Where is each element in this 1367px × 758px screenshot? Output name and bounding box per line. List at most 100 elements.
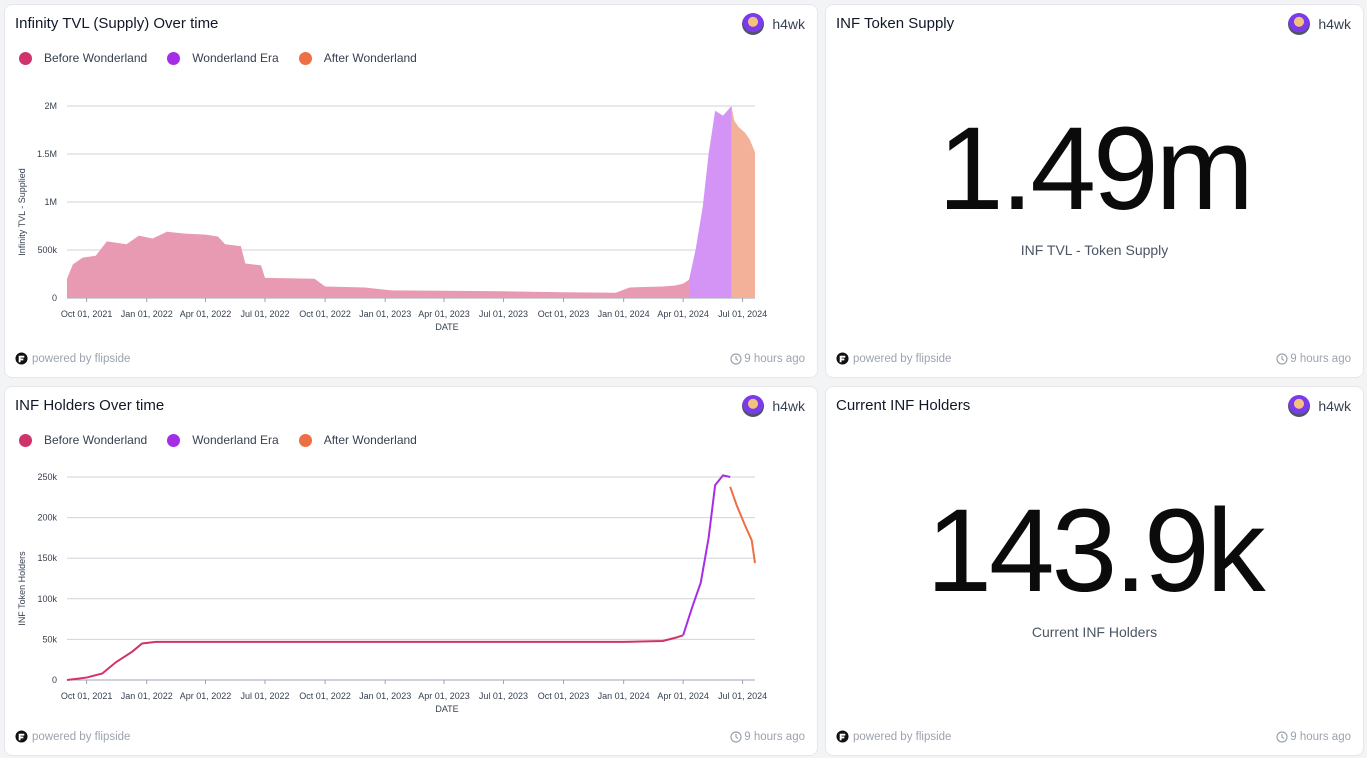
card-title[interactable]: INF Token Supply (836, 15, 955, 32)
legend-dot-icon (298, 51, 312, 65)
powered-by[interactable]: powered by flipside (15, 730, 130, 743)
legend-label: Before Wonderland (44, 51, 148, 65)
y-tick-label: 500k (37, 245, 57, 255)
line-series-before-wonderland[interactable] (66, 634, 684, 681)
powered-by-text: powered by flipside (32, 730, 131, 743)
x-tick-label: Oct 01, 2023 (538, 691, 590, 701)
x-tick-label: Apr 01, 2022 (180, 691, 232, 701)
y-tick-label: 1M (44, 197, 57, 207)
powered-by-text: powered by flipside (32, 352, 131, 365)
updated-text: 9 hours ago (744, 731, 805, 743)
big-number-value: 143.9k (926, 485, 1265, 617)
avatar-icon (1288, 13, 1311, 35)
legend-item-before[interactable]: Before Wonderland (19, 433, 147, 447)
x-tick-label: Oct 01, 2022 (299, 309, 351, 319)
y-tick-label: 0 (52, 675, 57, 685)
refresh-clock-icon (730, 731, 742, 743)
author[interactable]: h4wk (742, 395, 805, 417)
line-series-wonderland-era[interactable] (682, 474, 731, 636)
x-tick-label: Apr 01, 2024 (657, 691, 709, 701)
card-title[interactable]: Infinity TVL (Supply) Over time (15, 15, 219, 32)
big-number-label: INF TVL - Token Supply (1020, 242, 1169, 258)
x-tick-label: Apr 01, 2022 (180, 309, 232, 319)
updated-text: 9 hours ago (744, 353, 805, 365)
card-title[interactable]: INF Holders Over time (15, 397, 165, 414)
legend-dot-icon (19, 51, 32, 65)
y-tick-label: 250k (37, 472, 57, 482)
avatar-icon (742, 395, 765, 417)
x-tick-label: Jan 01, 2024 (598, 309, 650, 319)
last-updated: 9 hours ago (1276, 353, 1351, 365)
legend-label: After Wonderland (323, 433, 417, 447)
legend-label: After Wonderland (323, 51, 417, 65)
refresh-clock-icon (1276, 731, 1288, 743)
author[interactable]: h4wk (1288, 395, 1351, 417)
holders-line-chart[interactable]: 0 50k 100k 150k 200k 250k Oct 01, 2021 Jan 01, … (5, 387, 819, 727)
x-tick-label: Jan 01, 2023 (359, 309, 411, 319)
author-name: h4wk (1318, 16, 1351, 32)
x-tick-label: Jan 01, 2022 (121, 691, 173, 701)
legend-dot-icon (167, 51, 181, 65)
legend-dot-icon (298, 433, 312, 447)
x-axis-title: DATE (435, 704, 458, 714)
x-axis-title: DATE (435, 322, 458, 332)
current-holders-card: Current INF Holders h4wk 143.9k Current … (825, 386, 1364, 756)
y-axis-title: INF Token Holders (17, 551, 27, 626)
legend-item-wonderland[interactable]: Wonderland Era (167, 433, 279, 447)
x-tick-label: Jan 01, 2024 (598, 691, 650, 701)
last-updated: 9 hours ago (730, 353, 805, 365)
y-tick-label: 200k (37, 513, 57, 523)
legend-label: Wonderland Era (192, 433, 279, 447)
y-tick-label: 100k (37, 594, 57, 604)
tvl-chart-card: Infinity TVL (Supply) Over time h4wk Bef… (4, 4, 818, 378)
x-tick-label: Oct 01, 2021 (61, 309, 113, 319)
flipside-logo-icon (15, 730, 28, 743)
updated-text: 9 hours ago (1290, 731, 1351, 743)
chart-legend: Before Wonderland Wonderland Era After W… (19, 433, 437, 447)
area-series-before-wonderland[interactable] (67, 231, 690, 298)
x-tick-label: Apr 01, 2023 (418, 309, 470, 319)
author-name: h4wk (772, 16, 805, 32)
x-tick-label: Apr 01, 2024 (657, 309, 709, 319)
legend-item-wonderland[interactable]: Wonderland Era (167, 51, 279, 65)
area-series-wonderland-era[interactable] (689, 106, 732, 298)
holders-chart-card: INF Holders Over time h4wk Before Wonder… (4, 386, 818, 756)
tvl-area-chart[interactable]: 0 500k 1M 1.5M 2M Oct 01, 2021 Jan 01, 2022 Apr… (5, 5, 819, 345)
line-series-after-wonderland[interactable] (729, 486, 756, 564)
x-tick-label: Apr 01, 2023 (418, 691, 470, 701)
legend-label: Before Wonderland (44, 433, 148, 447)
powered-by[interactable]: powered by flipside (15, 352, 130, 365)
x-tick-label: Jul 01, 2024 (718, 691, 767, 701)
x-tick-label: Jan 01, 2023 (359, 691, 411, 701)
token-supply-card: INF Token Supply h4wk 1.49m INF TVL - To… (825, 4, 1364, 378)
x-tick-label: Jul 01, 2023 (479, 691, 528, 701)
avatar-icon (1288, 395, 1311, 417)
flipside-logo-icon (836, 352, 849, 365)
big-number-label: Current INF Holders (1031, 624, 1158, 640)
powered-by[interactable]: powered by flipside (836, 352, 951, 365)
flipside-logo-icon (15, 352, 28, 365)
powered-by-text: powered by flipside (853, 352, 952, 365)
legend-label: Wonderland Era (192, 51, 279, 65)
author[interactable]: h4wk (1288, 13, 1351, 35)
flipside-logo-icon (836, 730, 849, 743)
legend-item-before[interactable]: Before Wonderland (19, 51, 147, 65)
y-tick-label: 150k (37, 553, 57, 563)
legend-dot-icon (19, 433, 32, 447)
area-series-after-wonderland[interactable] (731, 106, 755, 298)
big-number-value: 1.49m (938, 103, 1254, 235)
x-tick-label: Oct 01, 2023 (538, 309, 590, 319)
legend-item-after[interactable]: After Wonderland (298, 51, 417, 65)
author-name: h4wk (772, 398, 805, 414)
powered-by[interactable]: powered by flipside (836, 730, 951, 743)
author[interactable]: h4wk (742, 13, 805, 35)
legend-dot-icon (167, 433, 181, 447)
x-tick-label: Oct 01, 2021 (61, 691, 113, 701)
y-tick-label: 2M (44, 101, 57, 111)
refresh-clock-icon (730, 353, 742, 365)
card-title[interactable]: Current INF Holders (836, 397, 971, 414)
legend-item-after[interactable]: After Wonderland (298, 433, 417, 447)
x-tick-label: Oct 01, 2022 (299, 691, 351, 701)
y-axis-title: Infinity TVL - Supplied (17, 168, 27, 256)
updated-text: 9 hours ago (1290, 353, 1351, 365)
